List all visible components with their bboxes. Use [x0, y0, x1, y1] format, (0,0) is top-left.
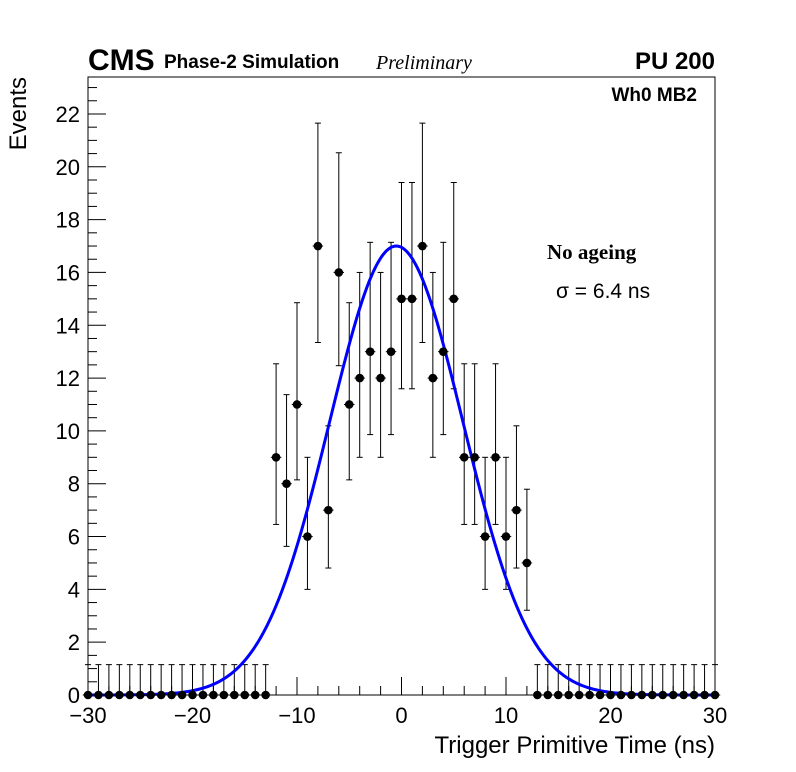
y-tick-label: 12 [56, 366, 80, 391]
y-tick-label: 2 [68, 630, 80, 655]
data-point [282, 479, 291, 489]
x-axis-ticks [87, 677, 716, 695]
x-tick-label: −20 [174, 703, 211, 728]
scenario-annotation: No ageing [547, 240, 637, 264]
y-tick-label: 22 [56, 102, 80, 127]
x-tick-label: 10 [494, 703, 518, 728]
data-point [501, 532, 511, 541]
y-tick-label: 0 [68, 683, 80, 708]
data-point [365, 347, 375, 356]
data-point [428, 373, 438, 383]
data-point [512, 505, 521, 515]
data-point [459, 453, 469, 462]
y-tick-label: 20 [56, 155, 80, 180]
y-axis-ticks [88, 87, 106, 696]
data-point [418, 241, 427, 251]
y-tick-label: 8 [68, 472, 80, 497]
data-point [386, 347, 396, 356]
data-point [355, 373, 365, 383]
y-tick-label: 4 [68, 577, 80, 602]
data-point [334, 268, 344, 277]
y-tick-label: 16 [56, 260, 80, 285]
x-axis-tick-labels: −30 −20 −10 0 10 20 30 [69, 703, 727, 728]
data-point [449, 294, 459, 304]
x-tick-label: −10 [278, 703, 315, 728]
data-point [376, 373, 385, 383]
x-tick-label: 20 [598, 703, 622, 728]
data-point [324, 505, 333, 515]
y-axis-title: Events [5, 77, 32, 150]
y-tick-label: 18 [56, 208, 80, 233]
data-point [303, 532, 312, 541]
data-point [313, 241, 323, 251]
data-point [397, 294, 406, 304]
x-tick-label: 30 [703, 703, 727, 728]
y-tick-label: 10 [56, 419, 80, 444]
data-point [480, 532, 490, 541]
data-point [470, 453, 479, 462]
data-point [491, 453, 500, 462]
data-point [344, 400, 354, 409]
data-point [439, 347, 448, 356]
data-point [271, 453, 281, 462]
pileup-label: PU 200 [635, 48, 715, 75]
sigma-annotation: σ = 6.4 ns [556, 280, 650, 303]
data-point [522, 558, 532, 568]
data-point [407, 294, 417, 304]
x-axis-title: Trigger Primitive Time (ns) [435, 732, 715, 759]
phase2-simulation-label: Phase-2 Simulation [164, 52, 339, 73]
y-tick-label: 14 [56, 313, 80, 338]
data-point [292, 400, 302, 409]
x-tick-label: 0 [395, 703, 407, 728]
x-tick-label: −30 [69, 703, 106, 728]
preliminary-label: Preliminary [375, 52, 472, 74]
region-label: Wh0 MB2 [612, 85, 698, 106]
y-tick-label: 6 [68, 525, 80, 550]
cms-logo-text: CMS [88, 44, 155, 77]
y-axis-tick-labels: 0 2 4 6 8 10 12 14 16 18 20 22 [56, 102, 80, 708]
